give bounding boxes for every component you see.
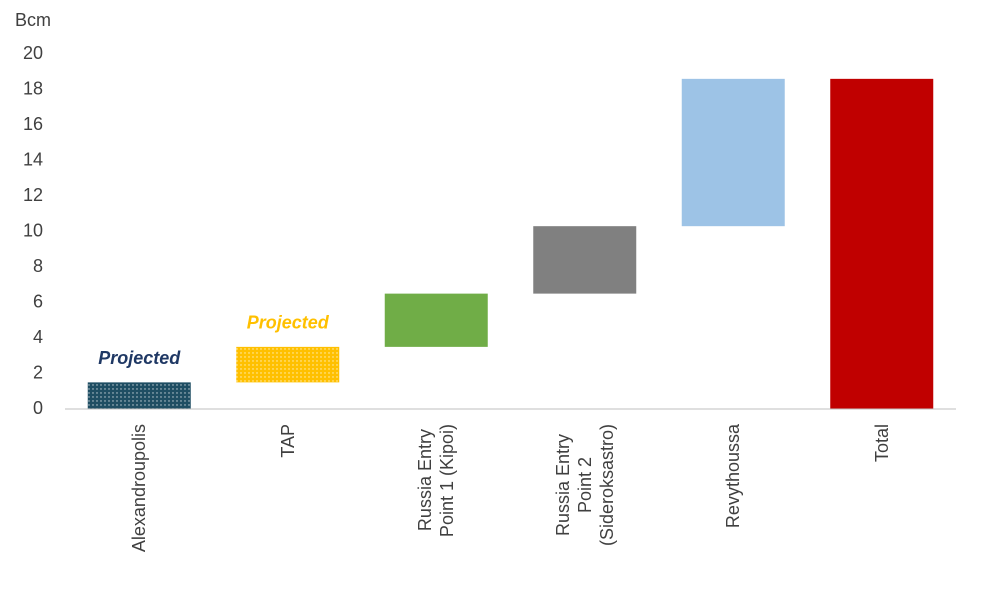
y-tick-label: 18 <box>23 78 43 98</box>
x-tick-label: TAP <box>277 424 298 458</box>
x-tick-label: Russia Entry Point 1 (Kipoi) <box>415 424 458 538</box>
bar <box>87 382 191 409</box>
bar <box>533 226 637 294</box>
y-tick-label: 6 <box>33 291 43 311</box>
y-tick-label: 10 <box>23 220 43 240</box>
annotation: Projected <box>98 348 181 368</box>
y-tick-label: 14 <box>23 149 43 169</box>
y-tick-label: 8 <box>33 256 43 276</box>
bar <box>830 78 934 409</box>
x-tick-label: Total <box>871 424 892 463</box>
y-axis-label: Bcm <box>15 10 51 30</box>
y-tick-label: 2 <box>33 362 43 382</box>
y-tick-label: 4 <box>33 327 43 347</box>
bar <box>681 78 785 227</box>
y-tick-label: 20 <box>23 43 43 63</box>
x-tick-label: Alexandroupolis <box>129 424 150 553</box>
x-tick-label: Russia Entry Point 2 (Sideroksastro) <box>552 424 617 547</box>
bar <box>384 293 488 347</box>
y-tick-label: 16 <box>23 114 43 134</box>
annotation: Projected <box>247 313 330 333</box>
y-tick-label: 12 <box>23 185 43 205</box>
y-tick-label: 0 <box>33 398 43 418</box>
bar <box>236 346 340 383</box>
x-tick-label: Revythoussa <box>723 424 744 529</box>
